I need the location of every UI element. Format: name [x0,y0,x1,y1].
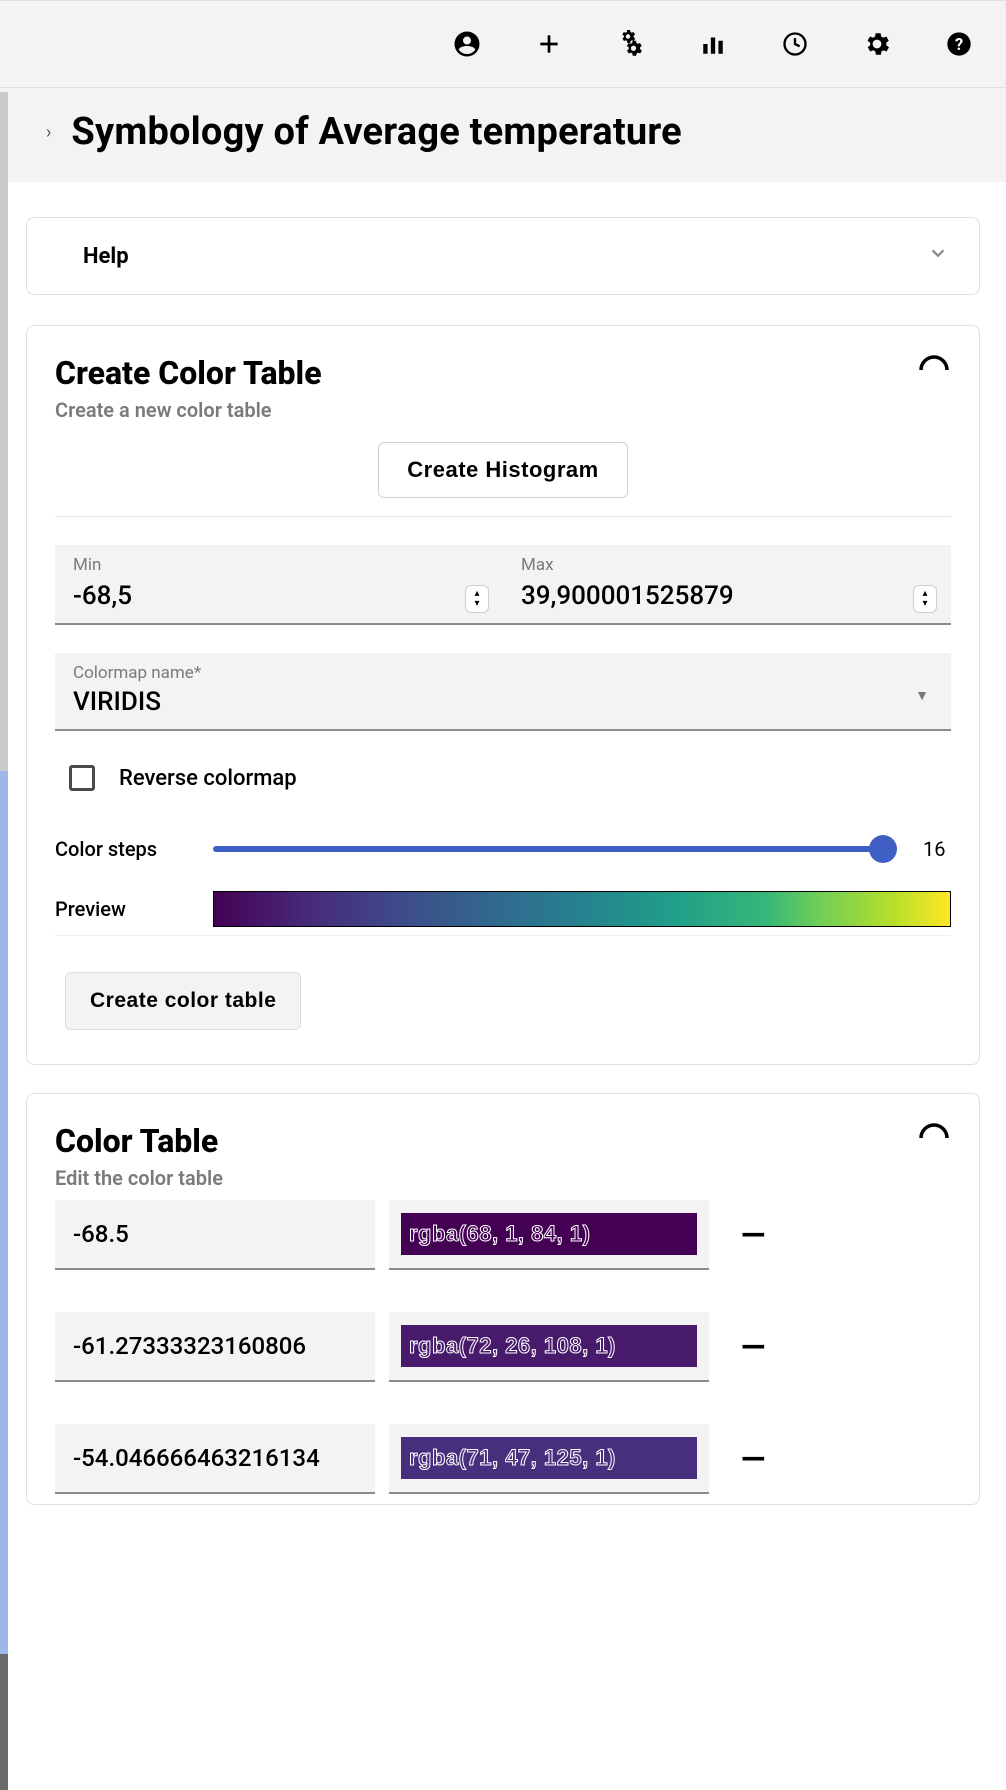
create-title: Create Color Table [55,354,322,392]
min-field[interactable]: Min -68,5 ▴▾ [55,545,503,625]
colormap-select[interactable]: Colormap name* VIRIDIS ▼ [55,653,951,731]
arc-icon[interactable] [917,1122,951,1146]
slider-thumb[interactable] [869,835,897,863]
remove-row-button[interactable]: — [723,1312,783,1382]
add-icon[interactable] [532,27,566,61]
settings-icon[interactable] [860,27,894,61]
reverse-label: Reverse colormap [119,766,297,791]
color-table-card: Color Table Edit the color table -68.5rg… [26,1093,980,1505]
create-subtitle: Create a new color table [55,398,322,422]
arc-icon[interactable] [917,354,951,378]
table-row: -54.046666463216134rgba(71, 47, 125, 1)— [55,1424,951,1494]
breadcrumb-chevron-icon[interactable]: › [46,122,51,143]
create-histogram-button[interactable]: Create Histogram [378,442,627,498]
tools-icon[interactable] [614,27,648,61]
create-color-table-card: Create Color Table Create a new color ta… [26,325,980,1065]
table-subtitle: Edit the color table [55,1166,223,1190]
max-value: 39,900001525879 [521,579,933,617]
steps-value: 16 [923,837,951,861]
table-value-input[interactable]: -68.5 [55,1200,375,1270]
chart-icon[interactable] [696,27,730,61]
divider [55,516,951,517]
history-icon[interactable] [778,27,812,61]
steps-slider[interactable] [213,835,895,863]
max-label: Max [521,555,933,575]
max-stepper[interactable]: ▴▾ [913,585,937,613]
table-value-input[interactable]: -54.046666463216134 [55,1424,375,1494]
preview-label: Preview [55,897,185,921]
topbar: ? [0,0,1006,88]
help-accordion[interactable]: Help [26,217,980,295]
table-color-input[interactable]: rgba(72, 26, 108, 1) [389,1312,709,1382]
chevron-down-icon [927,242,949,270]
min-label: Min [73,555,485,575]
colormap-label: Colormap name* [73,663,933,683]
preview-gradient [213,891,951,927]
min-stepper[interactable]: ▴▾ [465,585,489,613]
dropdown-caret-icon: ▼ [915,687,929,704]
svg-text:?: ? [955,35,963,54]
min-value: -68,5 [73,579,485,617]
table-color-input[interactable]: rgba(71, 47, 125, 1) [389,1424,709,1494]
remove-row-button[interactable]: — [723,1424,783,1494]
table-title: Color Table [55,1122,223,1160]
reverse-checkbox[interactable] [69,765,95,791]
max-field[interactable]: Max 39,900001525879 ▴▾ [503,545,951,625]
colormap-value: VIRIDIS [73,683,933,721]
table-row: -61.27333323160806rgba(72, 26, 108, 1)— [55,1312,951,1382]
remove-row-button[interactable]: — [723,1200,783,1270]
page-title: Symbology of Average temperature [71,110,681,154]
table-value-input[interactable]: -61.27333323160806 [55,1312,375,1382]
help-icon[interactable]: ? [942,27,976,61]
account-icon[interactable] [450,27,484,61]
steps-label: Color steps [55,837,185,861]
help-label: Help [83,244,129,269]
table-row: -68.5rgba(68, 1, 84, 1)— [55,1200,951,1270]
table-color-input[interactable]: rgba(68, 1, 84, 1) [389,1200,709,1270]
create-color-table-button[interactable]: Create color table [65,972,301,1030]
titlebar: › Symbology of Average temperature [0,88,1006,182]
